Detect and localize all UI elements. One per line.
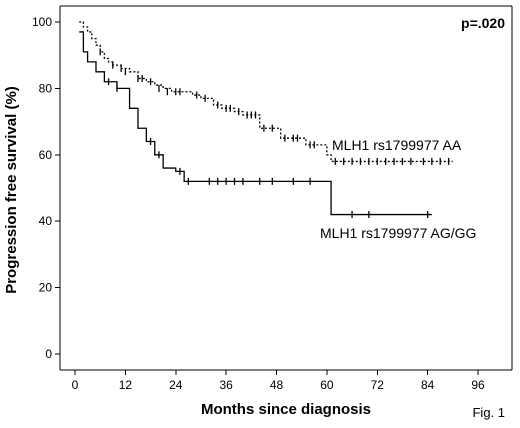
x-tick-label-60: 60 (320, 378, 334, 392)
x-axis: 0 12 24 36 48 60 72 84 96 (72, 370, 485, 392)
y-tick-label-40: 40 (39, 214, 53, 228)
x-tick-label-72: 72 (371, 378, 385, 392)
x-tick-label-48: 48 (270, 378, 284, 392)
x-axis-title: Months since diagnosis (201, 401, 371, 418)
x-tick-label-12: 12 (119, 378, 133, 392)
y-axis: 0 20 40 60 80 100 (32, 15, 60, 361)
y-tick-label-80: 80 (39, 81, 53, 95)
series-label-aa: MLH1 rs1799977 AA (332, 137, 462, 153)
y-tick-label-0: 0 (45, 347, 52, 361)
y-tick-label-20: 20 (39, 281, 53, 295)
figure-label: Fig. 1 (472, 405, 505, 420)
series-layer (79, 21, 453, 219)
x-tick-label-96: 96 (471, 378, 485, 392)
series-label-ag-gg: MLH1 rs1799977 AG/GG (320, 225, 476, 241)
x-tick-label-84: 84 (421, 378, 435, 392)
censor-marks-1 (107, 78, 429, 219)
censor-marks-0 (99, 48, 450, 165)
series-line-1 (79, 31, 432, 216)
y-tick-label-60: 60 (39, 148, 53, 162)
y-tick-label-100: 100 (32, 15, 52, 29)
x-tick-label-36: 36 (219, 378, 233, 392)
plot-area (59, 5, 513, 371)
p-value-annotation: p=.020 (461, 15, 505, 31)
x-tick-label-24: 24 (169, 378, 183, 392)
y-axis-title: Progression free survival (%) (3, 86, 20, 294)
x-tick-label-0: 0 (72, 378, 79, 392)
